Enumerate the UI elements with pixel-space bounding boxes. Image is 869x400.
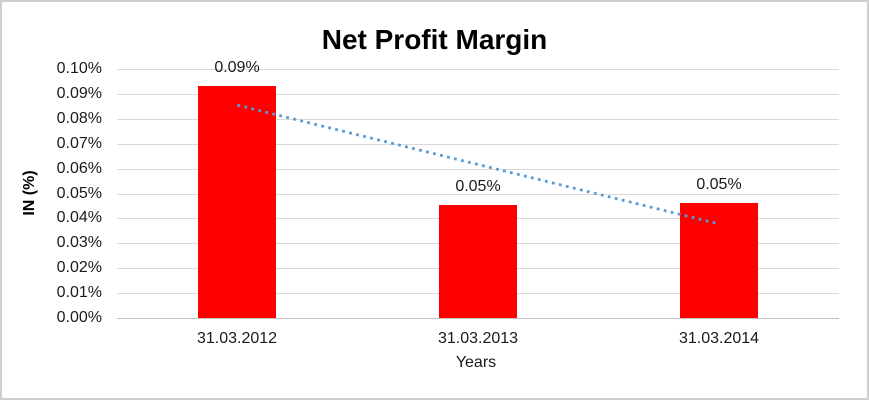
x-tick-label: 31.03.2013 [437, 330, 519, 347]
bar-data-label: 0.09% [214, 59, 260, 76]
gridline [117, 69, 839, 70]
x-tick-label: 31.03.2012 [196, 330, 278, 347]
y-tick-label: 0.00% [56, 309, 102, 326]
bar-data-label: 0.05% [455, 178, 501, 195]
y-tick-label: 0.10% [56, 60, 102, 77]
bar-data-label: 0.05% [696, 176, 742, 193]
y-tick-label: 0.08% [56, 110, 102, 127]
y-tick-label: 0.05% [56, 185, 102, 202]
y-tick-label: 0.03% [56, 234, 102, 251]
y-tick-label: 0.09% [56, 85, 102, 102]
bar-31.03.2012 [198, 86, 276, 318]
y-tick-label: 0.04% [56, 209, 102, 226]
x-axis-title: Years [455, 354, 497, 371]
x-tick-label: 31.03.2014 [678, 330, 760, 347]
y-tick-label: 0.01% [56, 284, 102, 301]
bar-31.03.2014 [680, 203, 758, 318]
y-tick-label: 0.02% [56, 259, 102, 276]
chart-title: Net Profit Margin [321, 24, 548, 55]
x-axis-line [117, 318, 839, 319]
y-tick-label: 0.06% [56, 160, 102, 177]
gridline [117, 94, 839, 95]
bar-31.03.2013 [439, 205, 517, 318]
y-tick-label: 0.07% [56, 135, 102, 152]
